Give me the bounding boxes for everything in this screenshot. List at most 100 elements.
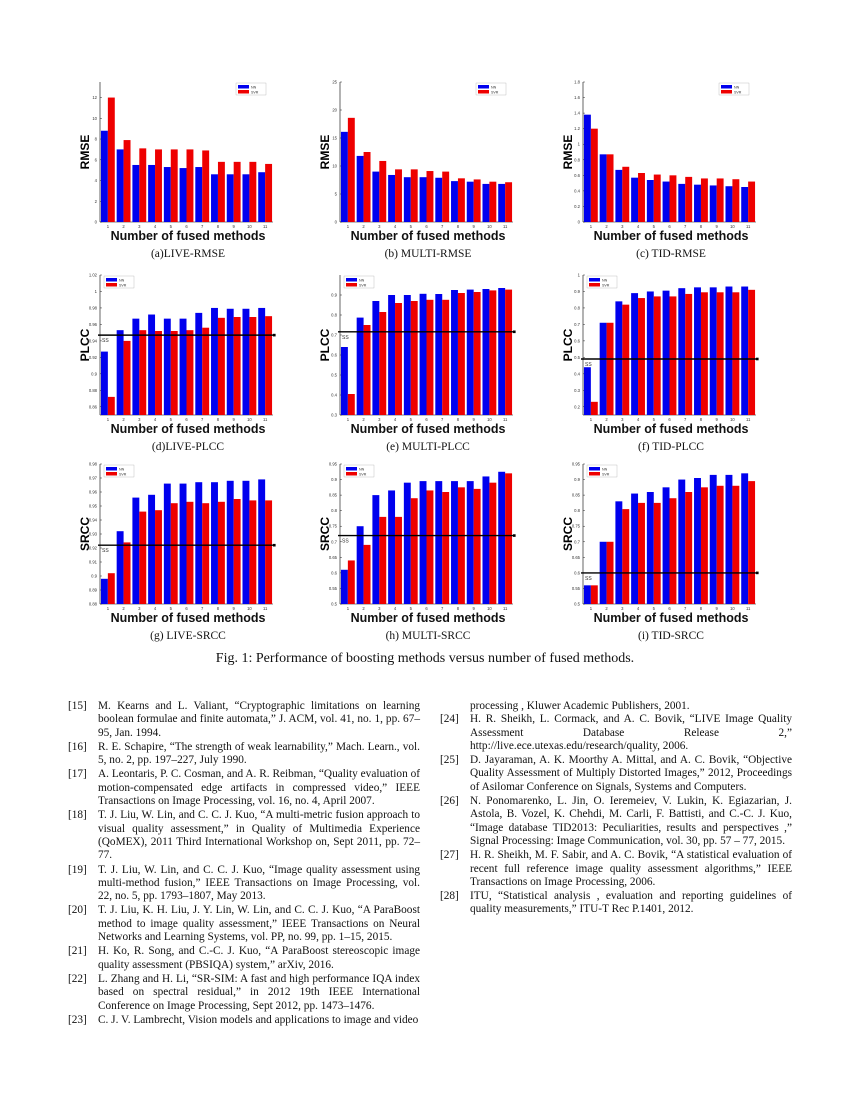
bar-svr [473,179,481,222]
x-tick-label: 7 [441,224,444,229]
bar-nn [694,184,701,222]
y-tick-label: 0.8 [331,508,337,513]
references-right-column: processing , Kluwer Academic Publishers,… [440,700,792,918]
bar-svr [155,331,162,415]
x-tick-label: 1 [590,606,593,611]
baseline-label: SS [102,338,109,344]
x-tick-label: 8 [217,417,220,422]
reference-item: [24] H. R. Sheikh, L. Cormack, and A. C. … [440,713,792,753]
y-tick-label: 0.4 [574,188,580,193]
x-tick-label: 3 [621,606,624,611]
bar-nn [482,183,490,222]
bar-svr [457,293,465,415]
x-tick-label: 11 [263,224,268,229]
bar-svr [217,317,225,415]
x-axis-title: Number of fused methods [593,422,749,436]
y-tick-label: 0.6 [574,570,580,575]
reference-item: [19] T. J. Liu, W. Lin, and C. C. J. Kuo,… [68,864,420,904]
legend-label: NN [491,85,497,89]
y-axis-label: RMSE [561,135,575,170]
reference-item: [18] T. J. Liu, W. Lin, and C. C. J. Kuo,… [68,809,420,862]
x-tick-label: 9 [233,606,236,611]
y-axis-label: RMSE [78,135,92,170]
x-tick-label: 6 [185,606,188,611]
x-tick-label: 7 [441,417,444,422]
bar-nn [226,308,234,415]
y-tick-label: 0.8 [574,305,580,310]
x-tick-label: 5 [410,606,413,611]
legend-label: SVR [734,90,742,94]
reference-text: T. J. Liu, W. Lin, and C. C. J. Kuo, “Im… [98,863,420,903]
legend-swatch-svr [106,472,117,476]
y-tick-label: 0.8 [331,313,337,318]
x-tick-label: 9 [716,224,719,229]
bar-nn [211,174,218,222]
x-axis-title: Number of fused methods [350,422,506,436]
legend-label: SVR [119,283,127,287]
bar-nn [451,481,458,604]
reference-text: C. J. V. Lambrecht, Vision models and ap… [98,1013,419,1026]
legend-label: NN [602,467,608,471]
bar-nn [132,497,140,604]
x-tick-label: 8 [700,417,703,422]
bar-svr [716,485,724,604]
y-tick-label: 0 [578,220,581,225]
bar-svr [249,161,257,222]
x-tick-label: 6 [425,606,428,611]
y-tick-label: 5 [335,192,338,197]
x-tick-label: 2 [122,224,125,229]
legend-label: SVR [251,90,259,94]
bar-nn [583,114,591,222]
legend-label: NN [602,278,608,282]
x-tick-label: 11 [746,224,751,229]
reference-number: [28] [440,890,459,903]
subfigure-caption: (c) TID-RMSE [636,248,706,260]
bar-svr [685,176,693,222]
bar-svr [265,163,273,222]
chart-live-srcc: 0.88 0.89 0.9 0.91 0.92 0.93 0.94 0.95 0.96 0.97 0… [78,462,276,611]
y-tick-label: 1.02 [89,273,98,278]
y-tick-label: 1.8 [574,80,580,85]
bar-nn [211,482,218,604]
legend-swatch-nn [106,467,117,471]
bar-svr [442,299,450,415]
y-tick-label: 15 [332,136,337,141]
bar-svr [473,488,481,604]
x-tick-label: 1 [347,606,350,611]
bar-nn [100,351,108,415]
x-tick-label: 1 [107,417,110,422]
bar-nn [163,483,171,604]
x-tick-label: 7 [201,417,204,422]
x-tick-label: 1 [590,224,593,229]
x-tick-label: 5 [170,224,173,229]
reference-number: [26] [440,795,459,808]
y-tick-label: 0.6 [331,353,337,358]
reference-item: [25] D. Jayaraman, A. K. Moorthy A. Mitta… [440,754,792,794]
y-tick-label: 0.3 [331,413,337,418]
x-tick-label: 2 [605,224,608,229]
bar-svr [395,516,402,604]
reference-text: N. Ponomarenko, L. Jin, O. Ieremeiev, V.… [470,795,792,847]
bar-nn [498,288,506,415]
bar-nn [148,164,156,222]
reference-number: [15] [68,700,87,712]
reference-number: [22] [68,972,87,985]
subfigure-caption: (a)LIVE-RMSE [150,248,226,260]
baseline-marker [273,543,276,547]
bar-nn [435,481,443,604]
legend-label: NN [359,467,365,471]
bar-svr [123,140,131,222]
bar-svr [347,394,355,415]
bar-nn [466,289,474,415]
x-tick-label: 4 [394,224,397,229]
y-tick-label: 2 [95,199,98,204]
bar-svr [457,178,465,222]
x-tick-label: 4 [637,224,640,229]
bar-svr [685,492,693,604]
bar-nn [741,473,749,604]
bar-nn [631,493,639,604]
bar-nn [694,287,701,415]
bar-nn [435,177,443,222]
bar-svr [170,331,178,415]
y-axis-label: SRCC [561,517,575,551]
